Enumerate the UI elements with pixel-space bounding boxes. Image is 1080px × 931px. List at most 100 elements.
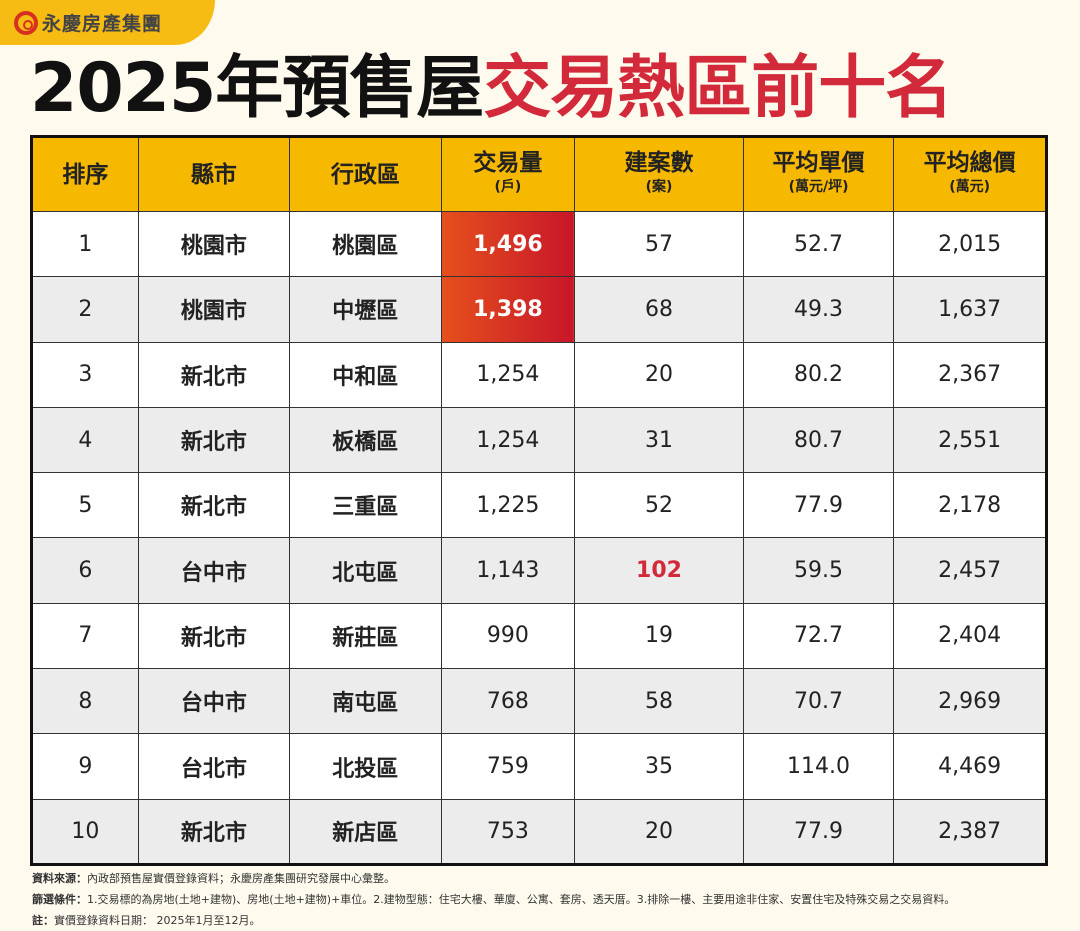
table-cell: 南屯區: [289, 668, 442, 735]
table-cell: 753: [440, 798, 576, 865]
table-cell: 102: [574, 537, 744, 604]
header-label: 縣市: [190, 161, 237, 188]
table-cell: 1,254: [440, 341, 576, 408]
header-label: 建案數: [624, 149, 694, 176]
table-cell: 4: [31, 406, 139, 474]
table-cell: 新北市: [137, 406, 291, 474]
column-header: 平均總價 (萬元): [893, 136, 1047, 212]
table-cell: 板橋區: [289, 406, 442, 474]
title-part1: 2025年預售屋: [30, 49, 484, 128]
table-cell: 2,457: [893, 537, 1047, 604]
table-cell: 1,637: [893, 276, 1047, 343]
table-cell: 2,367: [893, 341, 1047, 408]
column-header: 建案數 (案): [574, 136, 744, 212]
table-cell: 768: [440, 668, 576, 735]
table-cell: 20: [574, 798, 744, 865]
table-cell: 新北市: [137, 798, 291, 865]
footnote-text: 實價登錄資料日期： 2025年1月至12月。: [54, 914, 261, 927]
table-cell: 台中市: [137, 537, 291, 604]
table-cell: 台北市: [137, 733, 291, 800]
page-title: 2025年預售屋交易熱區前十名: [30, 48, 953, 130]
logo-mark-icon: [14, 10, 38, 35]
header-label: 平均單價: [772, 149, 865, 176]
table-cell: 中壢區: [289, 276, 442, 343]
table-cell: 35: [574, 733, 744, 800]
table-row: 3 新北市 中和區 1,254 20 80.2 2,367: [31, 341, 1047, 408]
table-cell: 20: [574, 341, 744, 408]
table-cell: 80.2: [742, 341, 895, 408]
logo-text: 永慶房產集團: [42, 13, 163, 35]
table-cell: 759: [440, 733, 576, 800]
header-label: 行政區: [330, 161, 400, 188]
table-cell: 72.7: [742, 602, 895, 670]
header-unit: (萬元): [949, 178, 991, 195]
table-cell: 中和區: [289, 341, 442, 408]
footnote-label: 篩選條件：: [32, 893, 87, 906]
table-row: 9 台北市 北投區 759 35 114.0 4,469: [31, 733, 1047, 800]
table-row: 4 新北市 板橋區 1,254 31 80.7 2,551: [31, 406, 1047, 474]
table-cell: 1,254: [440, 406, 576, 474]
table-cell: 10: [31, 798, 139, 865]
footnote-text: 1.交易標的為房地(土地+建物)、房地(土地+建物)+車位。2.建物型態：住宅大…: [87, 893, 956, 906]
table-cell: 52.7: [742, 210, 895, 278]
table-cell: 2,015: [893, 210, 1047, 278]
header-label: 平均總價: [923, 149, 1016, 176]
column-header: 交易量 (戶): [440, 136, 576, 212]
header-unit: (案): [645, 178, 673, 195]
header-unit: (萬元/坪): [788, 178, 849, 195]
footnote-text: 內政部預售屋實價登錄資料；永慶房產集團研究發展中心彙整。: [87, 872, 395, 885]
table-cell: 新北市: [137, 472, 291, 539]
logo: 永慶房產集團: [0, 0, 215, 45]
column-header: 排序: [31, 136, 139, 212]
table-cell: 1,398: [440, 276, 576, 343]
footnote-label: 註：: [32, 914, 54, 927]
table-cell: 58: [574, 668, 744, 735]
table-cell: 桃園區: [289, 210, 442, 278]
table-cell: 桃園市: [137, 210, 291, 278]
table-cell: 2,969: [893, 668, 1047, 735]
table-cell: 2: [31, 276, 139, 343]
table-cell: 新莊區: [289, 602, 442, 670]
footnote: 篩選條件：1.交易標的為房地(土地+建物)、房地(土地+建物)+車位。2.建物型…: [32, 889, 955, 910]
table-row: 7 新北市 新莊區 990 19 72.7 2,404: [31, 602, 1047, 670]
column-header: 平均單價 (萬元/坪): [742, 136, 895, 212]
header-label: 排序: [62, 161, 109, 188]
table-cell: 31: [574, 406, 744, 474]
table-cell: 2,387: [893, 798, 1047, 865]
table-cell: 990: [440, 602, 576, 670]
table-cell: 77.9: [742, 472, 895, 539]
footnote: 資料來源：內政部預售屋實價登錄資料；永慶房產集團研究發展中心彙整。: [32, 868, 955, 889]
table-cell: 3: [31, 341, 139, 408]
table-cell: 2,404: [893, 602, 1047, 670]
table-row: 5 新北市 三重區 1,225 52 77.9 2,178: [31, 472, 1047, 539]
table-cell: 三重區: [289, 472, 442, 539]
table-cell: 114.0: [742, 733, 895, 800]
table-row: 10 新北市 新店區 753 20 77.9 2,387: [31, 798, 1047, 865]
table-cell: 1,225: [440, 472, 576, 539]
title-part2: 交易熱區前十名: [483, 49, 953, 128]
table-cell: 6: [31, 537, 139, 604]
column-header: 行政區: [289, 136, 442, 212]
table-cell: 1: [31, 210, 139, 278]
header-label: 交易量: [473, 149, 543, 176]
table-row: 8 台中市 南屯區 768 58 70.7 2,969: [31, 668, 1047, 735]
table-row: 6 台中市 北屯區 1,143 102 59.5 2,457: [31, 537, 1047, 604]
table-cell: 49.3: [742, 276, 895, 343]
table-cell: 5: [31, 472, 139, 539]
table-cell: 52: [574, 472, 744, 539]
table-cell: 桃園市: [137, 276, 291, 343]
table-cell: 68: [574, 276, 744, 343]
footnote-label: 資料來源：: [32, 872, 87, 885]
table-cell: 2,551: [893, 406, 1047, 474]
table-row: 1 桃園市 桃園區 1,496 57 52.7 2,015: [31, 210, 1047, 278]
footnotes: 資料來源：內政部預售屋實價登錄資料；永慶房產集團研究發展中心彙整。 篩選條件：1.…: [32, 868, 955, 931]
table-cell: 57: [574, 210, 744, 278]
footnote: 註：實價登錄資料日期： 2025年1月至12月。: [32, 910, 955, 931]
table-cell: 59.5: [742, 537, 895, 604]
table-cell: 台中市: [137, 668, 291, 735]
table-cell: 80.7: [742, 406, 895, 474]
table-cell: 9: [31, 733, 139, 800]
table-cell: 70.7: [742, 668, 895, 735]
table-cell: 8: [31, 668, 139, 735]
table-cell: 4,469: [893, 733, 1047, 800]
